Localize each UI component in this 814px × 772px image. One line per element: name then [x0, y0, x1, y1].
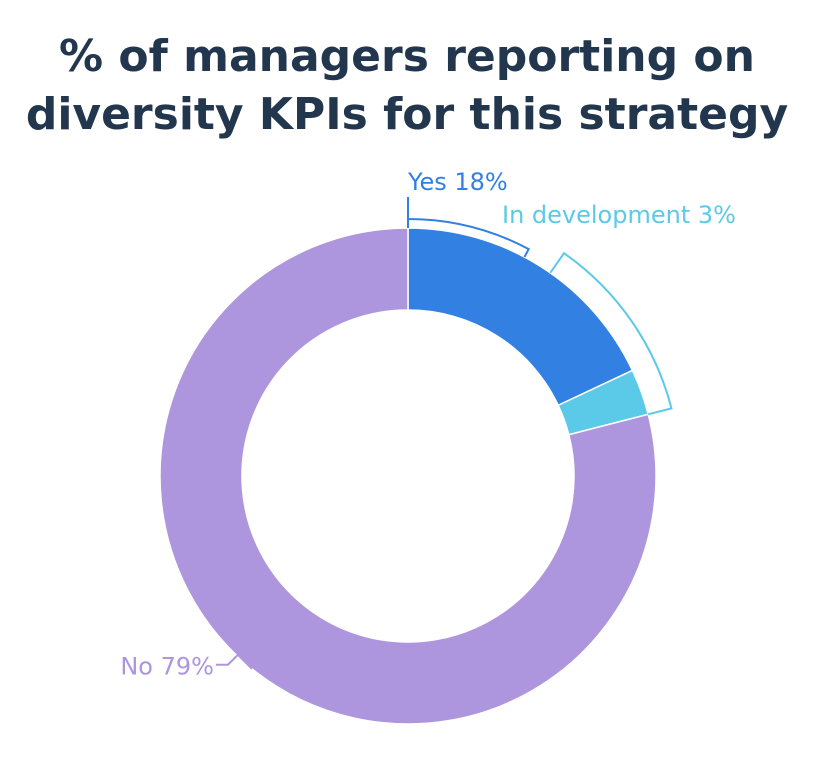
slice-label-no: No 79%: [120, 653, 214, 681]
chart-title-line-2: diversity KPIs for this strategy: [25, 89, 789, 140]
chart-title: % of managers reporting on diversity KPI…: [0, 28, 814, 144]
donut-annotations: Yes 18% In development 3% No 79%: [120, 168, 736, 681]
slice-label-yes: Yes 18%: [407, 168, 508, 196]
leader-line-in-development: [549, 251, 673, 416]
leader-line-no: [215, 653, 253, 670]
slice-yes: [407, 227, 634, 407]
slice-no: [159, 227, 657, 725]
donut-slices: [159, 227, 657, 725]
leader-line-yes: [407, 197, 531, 258]
chart-title-line-1: % of managers reporting on: [59, 31, 755, 82]
slice-label-in-development: In development 3%: [502, 201, 736, 229]
